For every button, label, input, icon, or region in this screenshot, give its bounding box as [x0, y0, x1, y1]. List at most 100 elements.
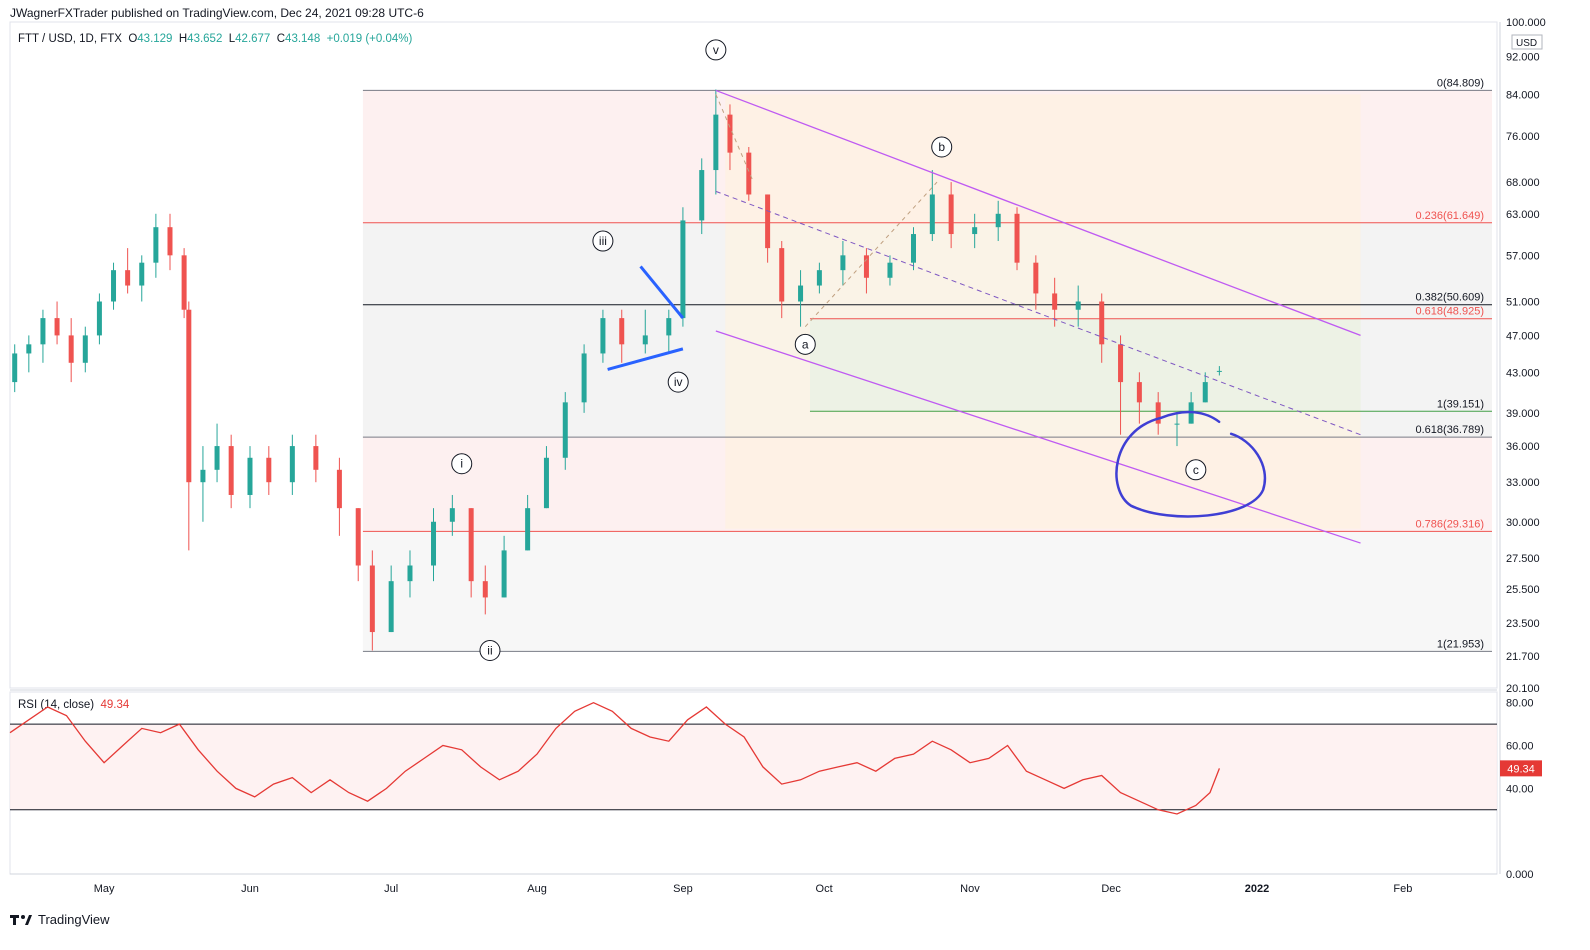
price-tick-label: 51.000 — [1506, 297, 1540, 309]
candle-body — [1033, 262, 1039, 294]
low-label: L — [228, 33, 236, 45]
channel-median-line[interactable] — [715, 190, 1361, 436]
wave-label-circle[interactable] — [451, 453, 473, 475]
candle-body — [247, 457, 253, 495]
wave-label-circle[interactable] — [931, 136, 953, 158]
time-tick-label: Jul — [384, 883, 398, 895]
wave-label-circle[interactable] — [667, 371, 689, 393]
extension-zone — [809, 318, 1361, 412]
candle-body — [910, 234, 916, 263]
rsi-label[interactable]: RSI (14, close) — [18, 699, 95, 711]
rsi-line[interactable] — [9, 701, 1221, 815]
symbol-legend: FTT / USD, 1D, FTX O43.129 H43.652 L42.6… — [18, 33, 412, 45]
candle-body — [369, 565, 375, 633]
candle-body — [153, 227, 159, 263]
symbol-name[interactable]: FTT / USD, 1D, FTX — [18, 33, 122, 45]
price-tick-label: 21.700 — [1506, 651, 1540, 663]
candles — [12, 89, 1222, 651]
footer-brand[interactable]: TradingView — [38, 912, 110, 927]
close-value: 43.148 — [285, 33, 321, 45]
wave-label-circle[interactable] — [705, 39, 727, 61]
triangle-upper-line[interactable] — [639, 265, 685, 320]
wave-label-circle[interactable] — [592, 230, 614, 252]
fib-level-label: 1(21.953) — [1437, 638, 1484, 650]
rsi-tick-label: 80.00 — [1506, 698, 1534, 710]
candle-body — [543, 457, 549, 509]
price-tick-label: 43.000 — [1506, 367, 1540, 379]
wave-label-circle[interactable] — [794, 333, 816, 355]
channel-lower-line[interactable] — [715, 330, 1361, 544]
candle-body — [68, 335, 74, 363]
candle-body — [816, 270, 822, 286]
candle-body — [798, 285, 804, 302]
price-tick-label: 47.000 — [1506, 330, 1540, 342]
candle-body — [840, 255, 846, 271]
circle-annotation[interactable] — [1115, 410, 1267, 518]
candle-body — [1202, 382, 1208, 403]
wave-label-circle[interactable] — [479, 640, 501, 662]
wave-label-text: ii — [487, 644, 492, 658]
candle-body — [713, 114, 719, 171]
candle-body — [200, 469, 206, 483]
candle-body — [111, 270, 117, 302]
time-tick-label: Dec — [1101, 883, 1121, 895]
candle-body — [948, 194, 954, 235]
candle-body — [82, 335, 88, 363]
wave-link-line — [804, 181, 938, 328]
candle-body — [186, 309, 192, 483]
rsi-pane: 80.00 60.00 40.00 0.000 49.34 — [9, 698, 1542, 881]
channel-upper-line[interactable] — [715, 89, 1361, 337]
candle-body — [1075, 301, 1081, 310]
candle-body — [1099, 301, 1105, 345]
price-tick-label: 25.500 — [1506, 584, 1540, 596]
price-tick-label: 57.000 — [1506, 250, 1540, 262]
close-label: C — [276, 33, 286, 45]
open-label: O — [128, 33, 138, 45]
wave-label-circle[interactable] — [1185, 459, 1207, 481]
wave-label-text: iv — [674, 375, 683, 389]
change-value: +0.019 (+0.04%) — [326, 33, 413, 45]
price-tick-label: 23.500 — [1506, 618, 1540, 630]
candle-body — [1155, 402, 1161, 424]
time-tick-label: Oct — [816, 883, 833, 895]
price-axis: 100.000 92.000 84.000 76.000 68.000 63.000 57.… — [1506, 17, 1546, 695]
candle-body — [642, 335, 648, 345]
candle-body — [214, 446, 220, 470]
triangle-lower-line[interactable] — [607, 347, 684, 371]
candle-body — [181, 255, 187, 310]
candle-body — [887, 262, 893, 278]
fib-level-label: 0.236(61.649) — [1416, 210, 1485, 222]
high-value: 43.652 — [187, 33, 223, 45]
candle-body — [26, 344, 32, 354]
rsi-last-value-tag — [1500, 760, 1542, 777]
currency-box[interactable] — [1511, 34, 1543, 50]
rsi-legend: RSI (14, close) 49.34 — [18, 699, 129, 711]
trend-box — [725, 94, 1361, 529]
candle-body — [562, 402, 568, 458]
candle-body — [929, 194, 935, 235]
candle-body — [1136, 382, 1142, 403]
price-tick-label: 33.000 — [1506, 477, 1540, 489]
candle-body — [40, 318, 46, 345]
candle-body — [167, 227, 173, 256]
fib-zone — [362, 531, 1492, 652]
candle-body — [1118, 344, 1124, 383]
price-tick-label: 20.100 — [1506, 683, 1540, 695]
candle-body — [995, 213, 1001, 228]
price-pane: 0(84.809) 0.236(61.649) 0.382(50.609) 0.618… — [12, 39, 1492, 662]
low-value: 42.677 — [235, 33, 271, 45]
ext-level-label: 0.618(48.925) — [1416, 306, 1485, 318]
price-tick-label: 36.000 — [1506, 441, 1540, 453]
background-layer — [9, 21, 1501, 875]
price-tick-label: 84.000 — [1506, 89, 1540, 101]
candle-body — [313, 446, 319, 470]
price-tick-label: 63.000 — [1506, 209, 1540, 221]
price-tick-label: 27.500 — [1506, 553, 1540, 565]
price-pane-frame — [9, 21, 1498, 689]
candle-body — [1216, 370, 1222, 372]
candle-body — [139, 262, 145, 286]
candle-body — [355, 508, 361, 566]
candle-body — [680, 220, 686, 319]
candle-body — [96, 301, 102, 336]
